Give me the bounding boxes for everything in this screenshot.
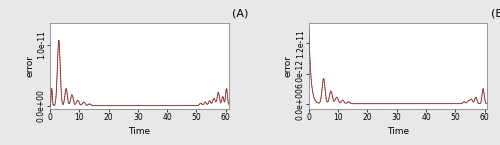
X-axis label: Time: Time [387, 127, 409, 136]
Y-axis label: error: error [25, 55, 34, 77]
X-axis label: Time: Time [128, 127, 150, 136]
Text: (A): (A) [232, 9, 248, 19]
Y-axis label: error: error [284, 55, 293, 77]
Text: (B): (B) [491, 9, 500, 19]
